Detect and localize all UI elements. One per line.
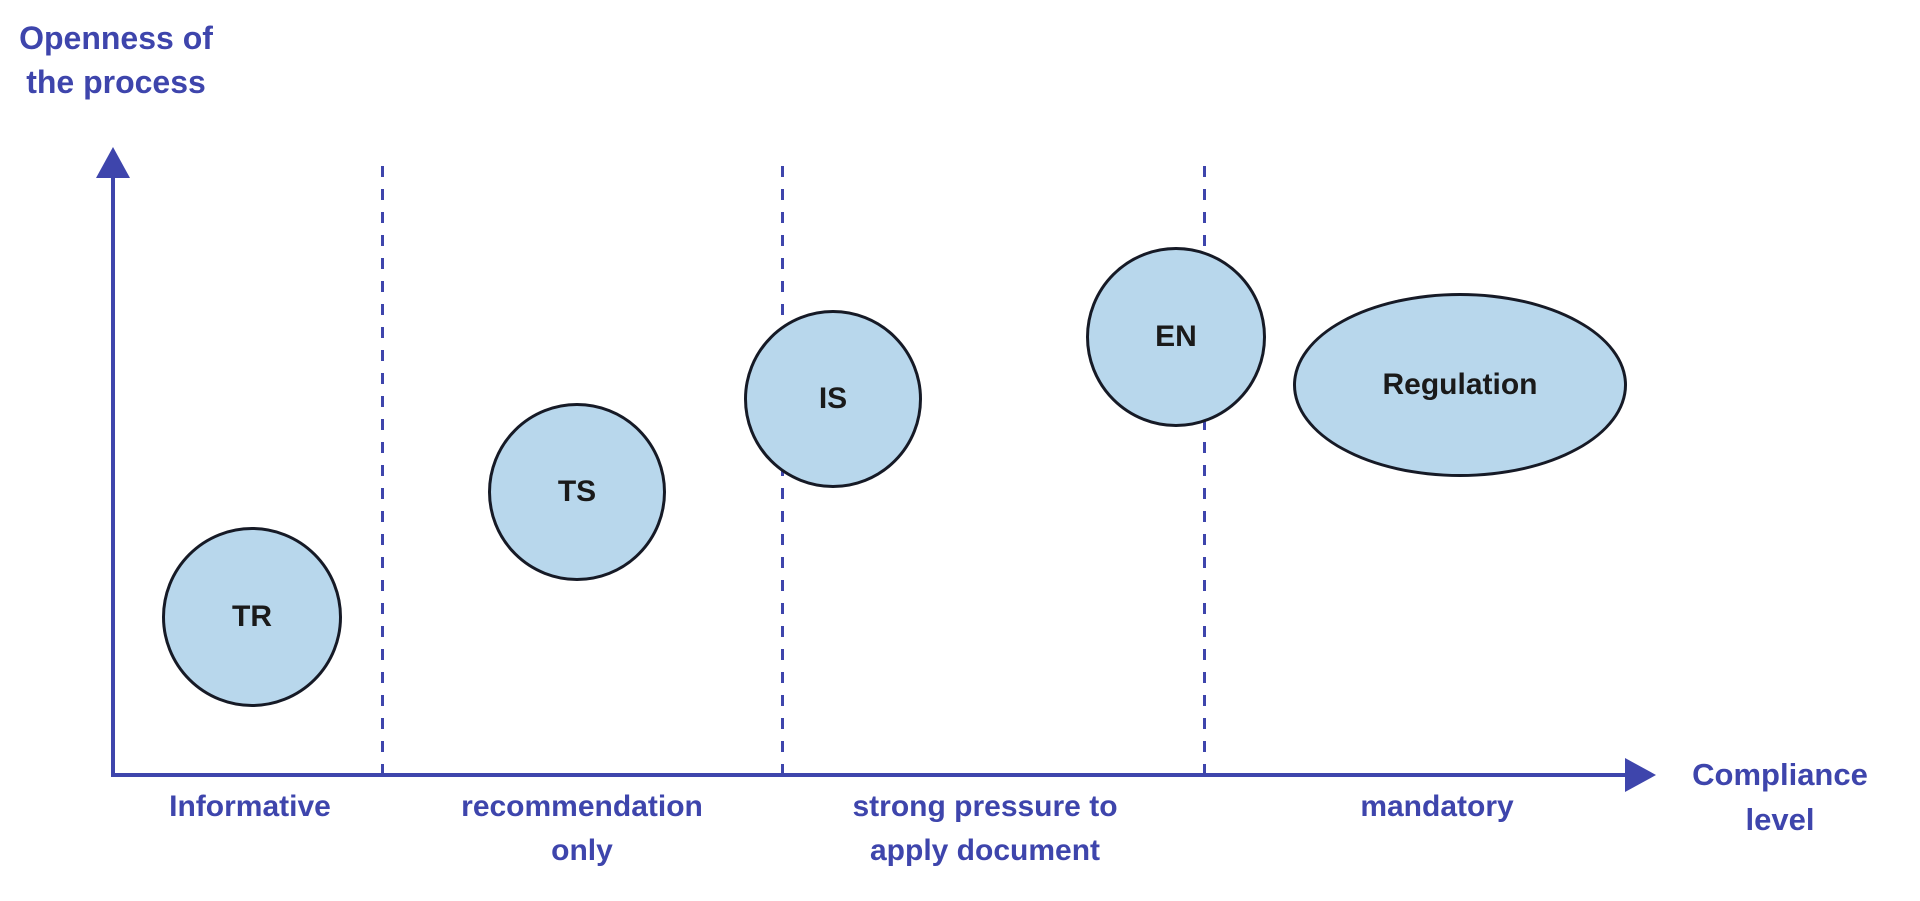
x-axis-title-line2: level bbox=[1745, 802, 1815, 837]
zone-separator-3 bbox=[1203, 166, 1206, 776]
zone-label-recommendation-only: recommendation only bbox=[461, 785, 703, 873]
zone-label-strong-pressure: strong pressure to apply document bbox=[852, 785, 1117, 873]
zone-label-mandatory: mandatory bbox=[1360, 785, 1513, 829]
x-axis-line bbox=[111, 773, 1627, 777]
zone-label-informative: Informative bbox=[169, 785, 331, 829]
zone-label-recommendation-line1: recommendation bbox=[461, 790, 703, 823]
x-axis-title: Compliance level bbox=[1680, 752, 1880, 842]
y-axis-line bbox=[111, 172, 115, 776]
zone-label-pressure-line1: strong pressure to bbox=[852, 790, 1118, 823]
zone-separator-1 bbox=[381, 166, 384, 776]
y-axis-title: Openness of the process bbox=[8, 16, 224, 104]
bubble-en-label: EN bbox=[1155, 320, 1197, 353]
bubble-ts-label: TS bbox=[557, 475, 597, 508]
x-axis-title-line1: Compliance bbox=[1692, 757, 1868, 792]
bubble-ts: TS bbox=[488, 403, 666, 581]
bubble-is-label: IS bbox=[818, 382, 848, 415]
bubble-en: EN bbox=[1086, 247, 1266, 427]
zone-label-pressure-line2: apply document bbox=[869, 834, 1101, 867]
bubble-is: IS bbox=[744, 310, 922, 488]
y-axis-title-line2: the process bbox=[26, 64, 206, 100]
bubble-tr: TR bbox=[162, 527, 342, 707]
zone-label-informative-line1: Informative bbox=[169, 790, 331, 823]
bubble-regulation: Regulation bbox=[1293, 293, 1627, 477]
zone-label-recommendation-line2: only bbox=[551, 834, 613, 867]
bubble-regulation-label: Regulation bbox=[1382, 368, 1538, 401]
zone-label-mandatory-line1: mandatory bbox=[1360, 790, 1514, 823]
x-axis-arrowhead-icon bbox=[1625, 758, 1656, 792]
y-axis-title-line1: Openness of bbox=[19, 20, 213, 56]
bubble-tr-label: TR bbox=[232, 600, 272, 633]
